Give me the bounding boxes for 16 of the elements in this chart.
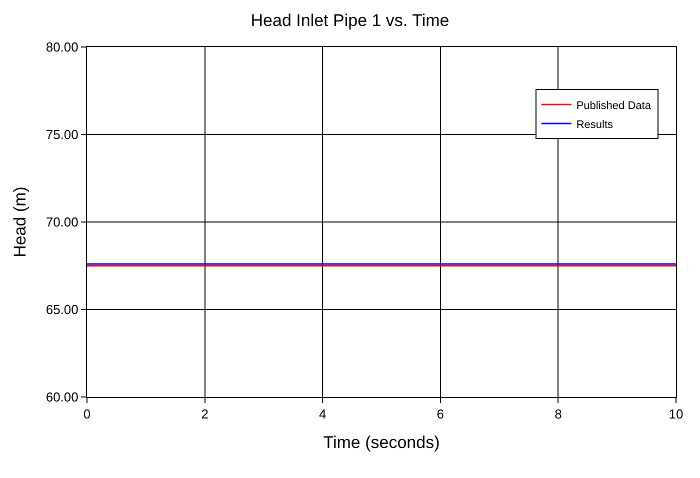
x-tick-label: 0 bbox=[83, 406, 91, 422]
chart-title: Head Inlet Pipe 1 vs. Time bbox=[250, 11, 450, 30]
y-tick-label: 65.00 bbox=[46, 302, 78, 318]
x-tick-label: 4 bbox=[318, 406, 326, 422]
x-axis-title: Time (seconds) bbox=[323, 433, 440, 452]
y-tick-label: 60.00 bbox=[46, 390, 78, 405]
x-tick-label: 2 bbox=[201, 406, 208, 422]
legend-label: Results bbox=[576, 118, 614, 131]
x-tick-label: 8 bbox=[554, 406, 562, 422]
y-tick-label: 75.00 bbox=[46, 127, 78, 142]
legend-label: Published Data bbox=[576, 100, 652, 112]
y-tick-label: 80.00 bbox=[46, 40, 78, 55]
x-tick-label: 10 bbox=[668, 406, 684, 422]
x-tick-label: 6 bbox=[436, 406, 444, 422]
y-tick-label: 70.00 bbox=[46, 214, 78, 230]
y-axis-title: Head (m) bbox=[10, 186, 30, 258]
